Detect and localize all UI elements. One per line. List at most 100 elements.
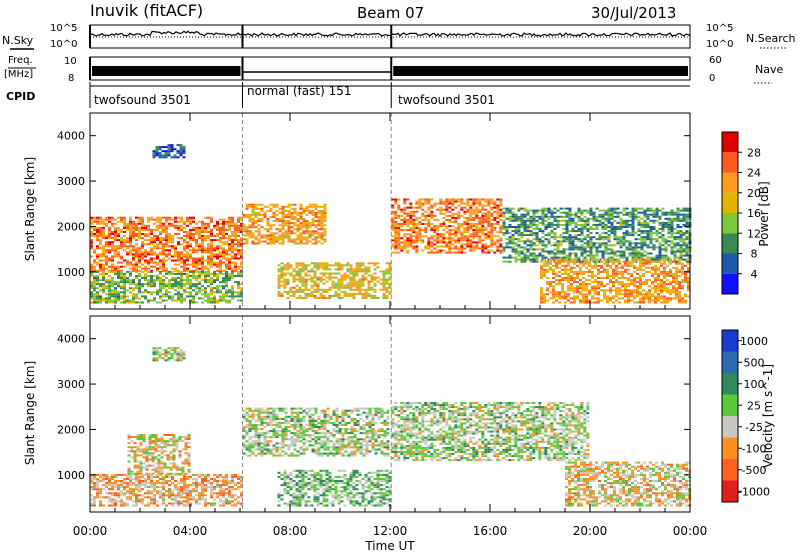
heat-cell [561, 279, 564, 281]
heat-cell [570, 277, 573, 279]
heat-cell [654, 277, 657, 279]
heat-cell [627, 269, 630, 271]
heat-cell [686, 236, 689, 238]
heat-cell [225, 251, 228, 253]
heat-cell [120, 297, 123, 299]
heat-cell [282, 243, 285, 245]
heat-cell [222, 285, 225, 287]
heat-cell [573, 271, 576, 273]
heat-cell [663, 300, 666, 302]
heat-cell [632, 226, 635, 228]
heat-cell [198, 297, 201, 299]
heat-cell [237, 266, 240, 268]
heat-cell [632, 224, 635, 226]
heat-cell [611, 218, 614, 220]
heat-cell [554, 216, 557, 218]
heat-cell [296, 273, 299, 275]
heat-cell [305, 297, 308, 299]
heat-cell [448, 229, 451, 231]
heat-cell [678, 297, 681, 299]
heat-cell [457, 227, 460, 229]
heat-cell [671, 236, 674, 238]
heat-cell [575, 244, 578, 246]
heat-cell [481, 219, 484, 221]
heat-cell [99, 488, 102, 490]
heat-cell [415, 239, 418, 241]
heat-cell [138, 233, 141, 235]
heat-cell [681, 279, 684, 281]
heat-cell [171, 235, 174, 237]
heat-cell [406, 199, 409, 201]
heat-cell [323, 264, 326, 266]
heat-cell [138, 235, 141, 237]
heat-cell [677, 236, 680, 238]
heat-cell [608, 248, 611, 250]
heat-cell [424, 201, 427, 203]
heat-cell [572, 220, 575, 222]
heat-cell [138, 270, 141, 272]
heat-cell [674, 255, 677, 257]
heat-cell [168, 279, 171, 281]
heat-cell [603, 293, 606, 295]
heat-cell [636, 302, 639, 304]
heat-cell [493, 223, 496, 225]
heat-cell [171, 245, 174, 247]
heat-cell [168, 297, 171, 299]
heat-cell [657, 283, 660, 285]
heat-cell [129, 233, 132, 235]
heat-cell [671, 246, 674, 248]
heat-cell [135, 275, 138, 277]
heat-cell [503, 251, 506, 253]
heat-cell [545, 234, 548, 236]
heat-cell [174, 260, 177, 262]
heat-cell [132, 283, 135, 285]
heat-cell [605, 242, 608, 244]
heat-cell [153, 239, 156, 241]
heat-cell [406, 246, 409, 248]
heat-cell [596, 208, 599, 210]
heat-cell [668, 212, 671, 214]
heat-cell [608, 240, 611, 242]
heat-cell [99, 285, 102, 287]
heat-cell [530, 230, 533, 232]
heat-cell [581, 224, 584, 226]
heat-cell [623, 208, 626, 210]
heat-cell [135, 486, 138, 488]
heat-cell [573, 287, 576, 289]
heat-cell [362, 295, 365, 297]
heat-cell [545, 210, 548, 212]
heat-cell [606, 295, 609, 297]
heat-cell [490, 239, 493, 241]
heat-cell [359, 293, 362, 295]
heat-cell [650, 257, 653, 259]
heat-cell [648, 300, 651, 302]
heat-cell [624, 265, 627, 267]
heat-cell [162, 293, 165, 295]
heat-cell [665, 212, 668, 214]
heat-cell [210, 262, 213, 264]
heat-cell [102, 247, 105, 249]
heat-cell [156, 219, 159, 221]
heat-cell [563, 232, 566, 234]
heat-cell [496, 217, 499, 219]
heat-cell [680, 244, 683, 246]
heat-cell [584, 216, 587, 218]
heat-cell [192, 247, 195, 249]
heat-cell [466, 223, 469, 225]
heat-cell [656, 255, 659, 257]
heat-cell [439, 201, 442, 203]
heat-cell [680, 246, 683, 248]
heat-cell [314, 273, 317, 275]
heat-cell [445, 231, 448, 233]
heat-cell [493, 205, 496, 207]
heat-cell [585, 302, 588, 304]
heat-cell [141, 500, 144, 502]
heat-cell [639, 285, 642, 287]
heat-cell [594, 279, 597, 281]
heat-cell [683, 218, 686, 220]
heat-cell [578, 212, 581, 214]
heat-cell [506, 212, 509, 214]
heat-cell [93, 484, 96, 486]
heat-cell [282, 212, 285, 214]
heat-cell [509, 246, 512, 248]
